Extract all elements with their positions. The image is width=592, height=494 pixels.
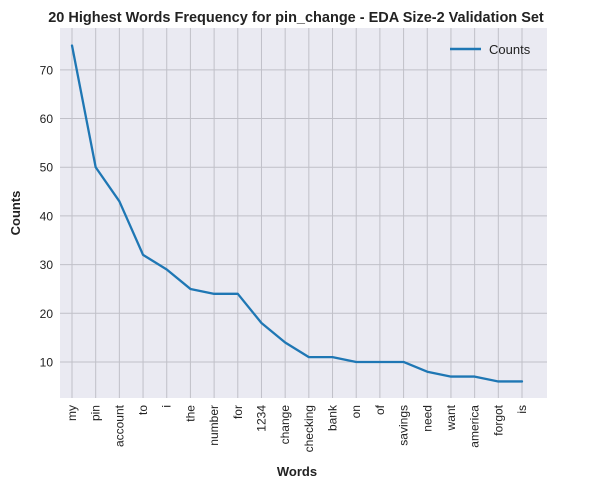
x-axis-label: Words	[277, 464, 317, 479]
x-tick-label-america: america	[468, 405, 482, 448]
x-tick-label-number: number	[207, 405, 221, 446]
x-tick-label-is: is	[515, 405, 529, 414]
data-point-the	[189, 288, 191, 290]
y-tick-label-60: 60	[40, 112, 54, 126]
y-tick-label-40: 40	[40, 209, 54, 223]
x-tick-label-want: want	[444, 404, 458, 431]
data-point-pin	[95, 166, 97, 168]
y-tick-label-70: 70	[40, 63, 54, 77]
x-tick-label-checking: checking	[302, 405, 316, 452]
x-tick-label-on: on	[349, 405, 363, 418]
data-point-on	[355, 361, 357, 363]
x-tick-label-pin: pin	[89, 405, 103, 421]
data-point-need	[426, 371, 428, 373]
data-point-to	[142, 254, 144, 256]
data-point-bank	[332, 356, 334, 358]
x-tick-label-the: the	[183, 405, 197, 422]
data-point-for	[237, 293, 239, 295]
plot-area	[60, 28, 547, 398]
y-tick-label-50: 50	[40, 161, 54, 175]
x-tick-label-account: account	[112, 404, 126, 447]
x-tick-label-change: change	[278, 405, 292, 445]
data-point-of	[379, 361, 381, 363]
y-axis-label: Counts	[8, 191, 23, 236]
data-point-account	[118, 200, 120, 202]
data-point-want	[450, 376, 452, 378]
data-point-forgot	[497, 380, 499, 382]
x-tick-label-of: of	[373, 404, 387, 415]
x-tick-label-bank: bank	[326, 404, 340, 431]
y-tick-label-30: 30	[40, 258, 54, 272]
series-line-counts	[70, 44, 524, 383]
x-tick-label-forgot: forgot	[491, 404, 505, 435]
x-tick-label-to: to	[136, 405, 150, 415]
data-point-checking	[308, 356, 310, 358]
data-point-is	[521, 380, 523, 382]
y-tick-label-20: 20	[40, 307, 54, 321]
x-tick-label-i: i	[160, 405, 174, 408]
x-tick-label-for: for	[231, 405, 245, 419]
data-point-i	[166, 268, 168, 270]
x-tick-label-1234: 1234	[254, 405, 268, 432]
grid-lines	[60, 28, 547, 398]
series-layer	[70, 44, 524, 383]
y-tick-label-10: 10	[40, 355, 54, 369]
legend-label-counts: Counts	[489, 42, 531, 57]
x-tick-labels: my pin account to i the number for 1234 change che…	[65, 404, 529, 452]
data-point-savings	[403, 361, 405, 363]
data-point-america	[474, 376, 476, 378]
chart-legend: Counts	[450, 42, 531, 57]
x-tick-label-my: my	[65, 405, 79, 421]
chart-title: 20 Highest Words Frequency for pin_chang…	[48, 10, 544, 26]
data-point-change	[284, 342, 286, 344]
x-tick-label-savings: savings	[397, 405, 411, 446]
x-tick-label-need: need	[420, 405, 434, 432]
data-point-my	[71, 45, 73, 47]
data-point-number	[213, 293, 215, 295]
data-point-1234	[260, 322, 262, 324]
y-tick-labels: 10 20 30 40 50 60 70	[40, 63, 54, 369]
